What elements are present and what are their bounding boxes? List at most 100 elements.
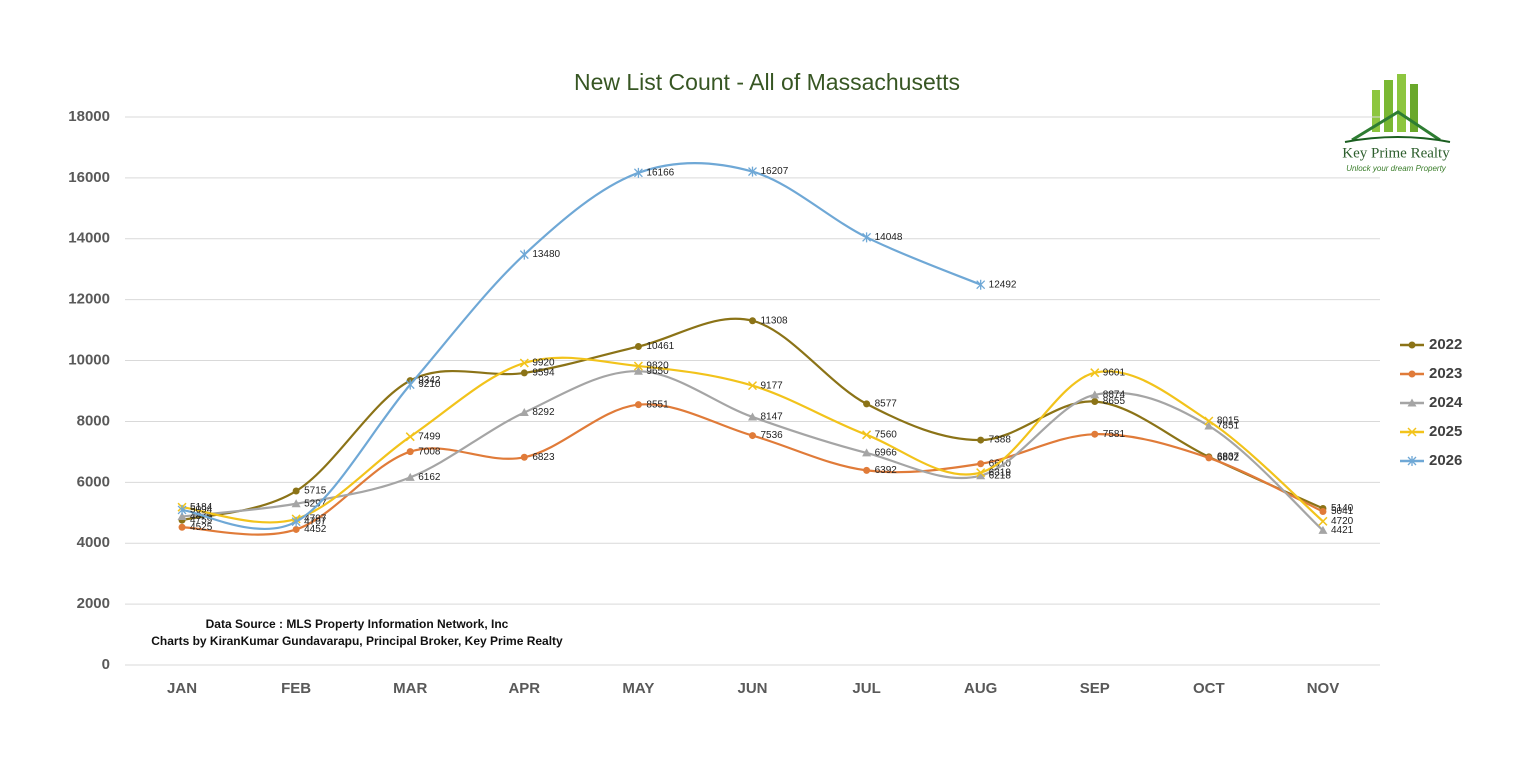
legend-label: 2025 xyxy=(1429,423,1462,440)
data-label: 8577 xyxy=(875,399,898,410)
marker xyxy=(519,358,529,368)
data-label: 9342 xyxy=(418,375,441,386)
data-label: 7388 xyxy=(989,435,1012,446)
data-label: 5094 xyxy=(190,505,213,516)
marker xyxy=(634,343,642,351)
legend-label: 2023 xyxy=(1429,365,1462,382)
data-label: 4707 xyxy=(304,516,327,527)
marker xyxy=(748,412,757,421)
y-tick-label: 6000 xyxy=(77,473,110,490)
data-label: 8655 xyxy=(1103,396,1126,407)
data-label: 7560 xyxy=(875,429,898,440)
marker xyxy=(1318,516,1328,526)
x-tick-label: NOV xyxy=(1307,680,1340,697)
marker xyxy=(862,232,872,243)
marker xyxy=(976,471,986,480)
marker xyxy=(519,408,529,417)
data-label: 6610 xyxy=(989,458,1012,469)
data-label: 8015 xyxy=(1217,416,1240,427)
marker xyxy=(1090,390,1100,399)
series: 5094 4707 9210 13480 16166 16207 14048 12492 xyxy=(177,161,1017,531)
marker xyxy=(520,453,528,461)
data-label: 6319 xyxy=(989,467,1012,478)
marker xyxy=(1318,525,1328,534)
marker xyxy=(1319,508,1327,516)
data-label: 5140 xyxy=(1331,503,1354,514)
data-label: 9601 xyxy=(1103,367,1126,378)
marker xyxy=(1204,416,1214,426)
x-tick-label: FEB xyxy=(281,680,311,697)
data-label: 7536 xyxy=(761,430,784,441)
legend-label: 2024 xyxy=(1429,394,1463,411)
x-tick-label: JAN xyxy=(167,680,197,697)
data-label: 8551 xyxy=(646,399,669,410)
data-label: 9650 xyxy=(646,366,669,377)
data-label: 4797 xyxy=(304,514,327,525)
marker xyxy=(1205,454,1213,462)
marker xyxy=(749,432,756,440)
marker xyxy=(977,436,985,444)
source-line: Charts by KiranKumar Gundavarapu, Princi… xyxy=(151,634,563,648)
data-label: 11308 xyxy=(761,315,789,326)
marker xyxy=(291,516,301,527)
data-label: 8874 xyxy=(1103,389,1126,400)
marker xyxy=(1204,421,1214,430)
logo: Key Prime Realty Unlock your dream Prope… xyxy=(1342,74,1450,173)
data-label: 16166 xyxy=(646,167,674,178)
data-label: 6837 xyxy=(1217,451,1240,462)
marker xyxy=(1407,398,1417,407)
y-tick-label: 14000 xyxy=(68,230,110,247)
data-label: 7581 xyxy=(1103,429,1126,440)
marker xyxy=(406,448,414,456)
data-label: 12492 xyxy=(989,279,1017,290)
marker xyxy=(1407,427,1417,437)
x-tick-label: AUG xyxy=(964,680,997,697)
data-label: 4525 xyxy=(190,522,213,533)
data-label: 7851 xyxy=(1217,421,1240,432)
marker xyxy=(976,279,986,290)
marker xyxy=(749,317,756,325)
y-tick-label: 16000 xyxy=(68,169,110,186)
data-label: 6392 xyxy=(875,465,898,476)
data-label: 6966 xyxy=(875,448,898,459)
marker xyxy=(405,379,415,390)
data-label: 4452 xyxy=(304,524,327,535)
chart-title: New List Count - All of Massachusetts xyxy=(574,69,960,95)
data-label: 5297 xyxy=(304,498,327,509)
y-tick-label: 12000 xyxy=(68,291,110,308)
line xyxy=(181,370,1324,532)
logo-tagline: Unlock your dream Property xyxy=(1346,164,1447,173)
legend-label: 2022 xyxy=(1429,336,1462,353)
series: 4525 4452 7008 6823 8551 7536 6392 6610 7581 6802… xyxy=(178,399,1354,536)
x-tick-label: JUL xyxy=(852,680,880,697)
marker xyxy=(519,249,529,260)
x-tick-label: APR xyxy=(508,680,540,697)
marker xyxy=(633,361,643,371)
y-tick-label: 2000 xyxy=(77,595,110,612)
marker xyxy=(863,400,871,408)
marker xyxy=(633,366,643,375)
x-tick-label: JUN xyxy=(737,680,767,697)
y-tick-label: 18000 xyxy=(68,108,110,125)
data-label: 6802 xyxy=(1217,453,1240,464)
y-tick-label: 4000 xyxy=(77,534,110,551)
marker xyxy=(862,448,872,457)
data-label: 4421 xyxy=(1331,525,1354,536)
marker xyxy=(633,167,643,178)
line xyxy=(181,161,982,531)
data-label: 4876 xyxy=(190,511,213,522)
legend-label: 2026 xyxy=(1429,452,1462,469)
data-label: 16207 xyxy=(761,166,789,177)
marker xyxy=(1407,456,1417,466)
marker xyxy=(976,468,986,478)
marker xyxy=(177,504,187,515)
marker xyxy=(1408,370,1416,378)
marker xyxy=(748,166,757,177)
data-label: 9177 xyxy=(761,380,784,391)
marker xyxy=(178,523,186,531)
marker xyxy=(634,401,642,409)
data-label: 6162 xyxy=(418,472,441,483)
data-label: 13480 xyxy=(532,249,560,260)
data-label: 9594 xyxy=(532,368,555,379)
